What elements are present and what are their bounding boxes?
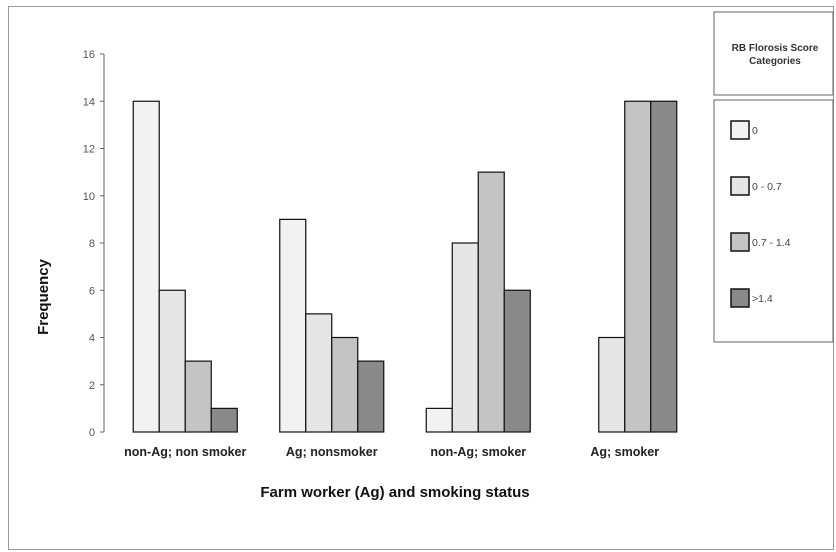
bar	[357, 360, 385, 433]
bar	[279, 218, 307, 433]
y-tick-label: 2	[89, 380, 95, 392]
bar	[305, 313, 333, 433]
y-tick-label: 8	[89, 238, 95, 250]
y-tick-label: 4	[89, 333, 95, 345]
legend-swatch	[730, 288, 750, 308]
legend: RB Florosis Score Categories 0 0 - 0.7 0.7…	[713, 11, 834, 343]
y-axis: 0 2 4 6 8 10 12 14 16	[83, 49, 105, 439]
legend-label: 0 - 0.7	[752, 181, 782, 193]
bar	[331, 336, 359, 433]
legend-swatch	[730, 120, 750, 140]
bar	[451, 242, 479, 433]
bar	[184, 360, 212, 433]
bar	[650, 100, 678, 433]
bar	[158, 289, 186, 433]
y-tick-label: 0	[89, 427, 95, 439]
bar	[425, 407, 453, 433]
bar	[598, 336, 626, 433]
y-tick-label: 6	[89, 285, 95, 297]
bar	[477, 171, 505, 433]
y-tick-label: 16	[83, 49, 95, 61]
legend-swatch	[730, 232, 750, 252]
y-axis-title: Frequency	[35, 258, 52, 335]
legend-label: >1.4	[752, 293, 773, 305]
y-tick-label: 12	[83, 144, 95, 156]
x-axis-labels: non-Ag; non smoker Ag; nonsmoker non-Ag; s…	[124, 445, 659, 459]
bar	[624, 100, 652, 433]
legend-title-line-1: RB Florosis Score	[732, 43, 819, 54]
legend-label: 0	[752, 125, 758, 137]
x-category-label: non-Ag; smoker	[430, 445, 526, 459]
x-category-label: non-Ag; non smoker	[124, 445, 246, 459]
x-category-label: Ag; smoker	[590, 445, 659, 459]
bar	[503, 289, 531, 433]
y-tick-label: 10	[83, 191, 95, 203]
x-category-label: Ag; nonsmoker	[286, 445, 378, 459]
bar	[210, 407, 238, 433]
bars	[132, 100, 678, 433]
x-axis-title: Farm worker (Ag) and smoking status	[260, 484, 529, 501]
y-tick-label: 14	[83, 96, 95, 108]
legend-items: 0 0 - 0.7 0.7 - 1.4 >1.4	[730, 120, 791, 308]
bar	[132, 100, 160, 433]
legend-label: 0.7 - 1.4	[752, 237, 791, 249]
legend-swatch	[730, 176, 750, 196]
legend-title-line-2: Categories	[749, 56, 801, 67]
legend-title-box	[713, 11, 834, 96]
